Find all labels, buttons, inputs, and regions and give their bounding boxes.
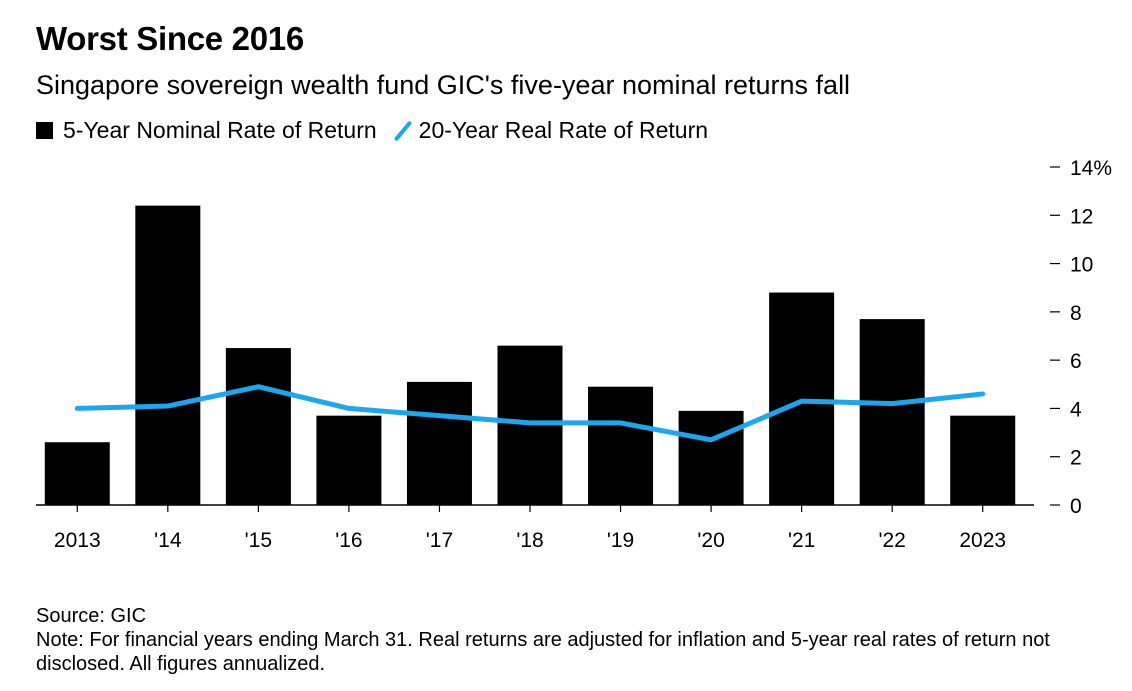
bar-6: [588, 386, 654, 505]
chart-plot: 2013 '14 '15 '16 '17 '18 '19 '20 '21 '22 2023 0 2 4 6 8…: [36, 157, 1112, 552]
chart-footer: Source: GIC Note: For financial years en…: [36, 604, 1106, 676]
bar-9: [859, 319, 925, 505]
bar-10: [950, 415, 1016, 505]
bar-2: [225, 348, 291, 505]
y-tick-label-3: 6: [1070, 350, 1082, 373]
y-tick-label-0: 0: [1070, 495, 1082, 518]
x-tick-label-7: '20: [697, 529, 724, 552]
y-tick-label-7: 14%: [1070, 157, 1112, 180]
bar-1: [135, 205, 201, 505]
y-tick-label-5: 10: [1070, 254, 1093, 277]
legend-item-real: 20-Year Real Rate of Return: [395, 117, 708, 144]
legend-label-nominal: 5-Year Nominal Rate of Return: [63, 117, 377, 143]
chart-subtitle: Singapore sovereign wealth fund GIC's fi…: [36, 70, 851, 100]
y-tick-label-1: 2: [1070, 447, 1082, 470]
legend: 5-Year Nominal Rate of Return 20-Year Re…: [36, 117, 726, 144]
bar-3: [316, 415, 382, 505]
x-tick-label-5: '18: [516, 529, 543, 552]
x-tick-label-0: 2013: [54, 529, 101, 552]
legend-item-nominal: 5-Year Nominal Rate of Return: [36, 117, 377, 144]
legend-label-real: 20-Year Real Rate of Return: [418, 117, 709, 143]
footnote: Note: For financial years ending March 3…: [36, 629, 1050, 675]
x-tick-label-3: '16: [335, 529, 362, 552]
x-tick-label-1: '14: [154, 529, 182, 552]
x-tick-label-2: '15: [245, 529, 272, 552]
x-tick-label-6: '19: [607, 529, 634, 552]
y-tick-label-2: 4: [1070, 398, 1082, 421]
x-tick-label-8: '21: [788, 529, 815, 552]
y-tick-label-4: 8: [1070, 302, 1082, 325]
chart-title: Worst Since 2016: [36, 20, 304, 57]
bar-0: [44, 442, 110, 505]
x-tick-label-4: '17: [426, 529, 453, 552]
x-tick-label-10: 2023: [959, 529, 1006, 552]
bar-4: [406, 381, 472, 505]
y-tick-label-6: 12: [1070, 205, 1093, 228]
x-tick-label-9: '22: [878, 529, 905, 552]
source-note: Source: GIC: [36, 605, 147, 627]
legend-bar-swatch: [36, 122, 53, 139]
bar-7: [678, 410, 744, 505]
